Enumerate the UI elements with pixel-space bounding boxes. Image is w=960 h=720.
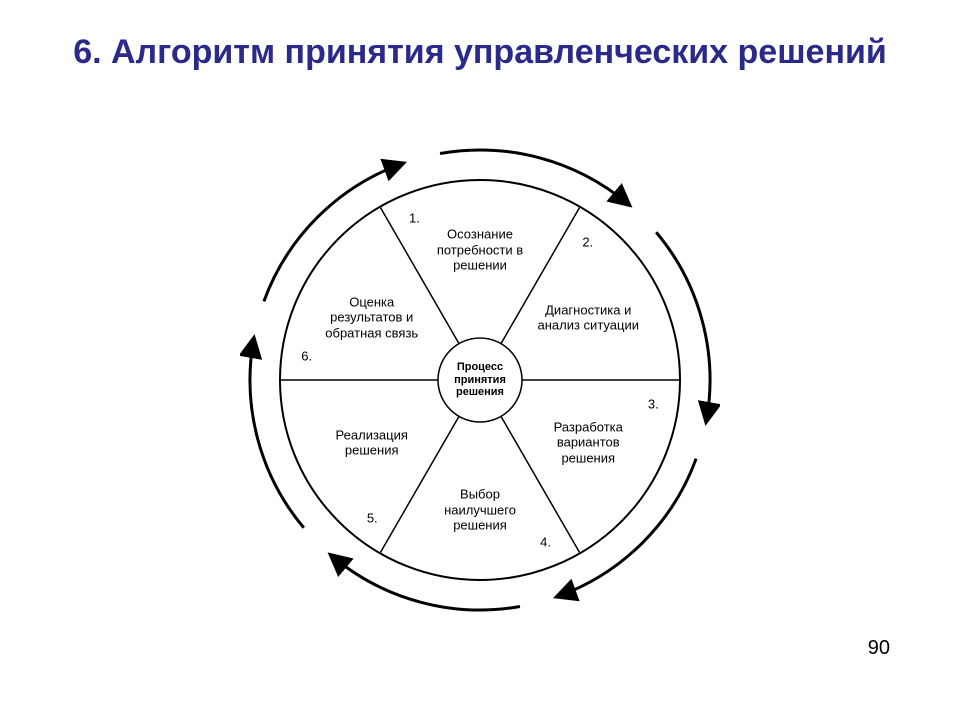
decision-cycle-diagram: Процесс принятия решения 1. Осознание пот… [240, 140, 720, 620]
sector-label: Осознание потребности в решении [425, 227, 535, 274]
sector-number: 1. [409, 210, 420, 225]
sector-label: Реализация решения [317, 427, 427, 458]
page-title: 6. Алгоритм принятия управленческих реше… [0, 30, 960, 74]
page-number: 90 [868, 637, 890, 660]
center-label: Процесс принятия решения [442, 361, 518, 399]
sector-label: Диагностика и анализ ситуации [533, 302, 643, 333]
sector-label: Выбор наилучшего решения [425, 487, 535, 534]
sector-label: Оценка результатов и обратная связь [317, 294, 427, 341]
sector-label: Разработка вариантов решения [533, 419, 643, 466]
sector-number: 6. [301, 348, 312, 363]
sector-number: 2. [582, 235, 593, 250]
sector-number: 5. [367, 510, 378, 525]
sector-number: 4. [540, 535, 551, 550]
sector-number: 3. [648, 397, 659, 412]
